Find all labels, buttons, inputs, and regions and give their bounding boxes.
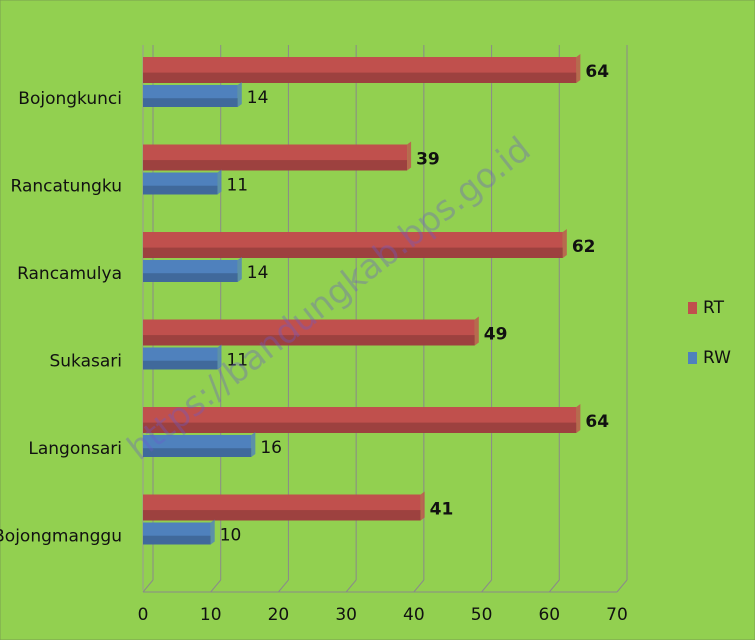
bar-end [237, 257, 242, 282]
bar-shade [143, 360, 218, 370]
x-tick-label: 0 [138, 605, 149, 625]
grid-line-depth [345, 579, 357, 593]
bar-shade [143, 160, 408, 171]
bar [143, 172, 218, 195]
bar-shade [143, 273, 238, 282]
bar [143, 407, 577, 433]
plot: 0 10 20 30 40 50 60 70 Bojongkunci 64 14 Rancatungk… [0, 45, 731, 625]
legend-swatch [688, 352, 697, 364]
x-tick-label: 70 [606, 605, 628, 625]
bar-end [562, 229, 567, 258]
bar-shade [143, 422, 577, 433]
bar-end [576, 404, 581, 433]
bar [143, 319, 475, 346]
x-tick-label: 20 [268, 605, 290, 625]
bar [143, 347, 218, 370]
x-tick-label: 10 [200, 605, 222, 625]
data-label: 64 [585, 412, 609, 432]
bar-end [576, 54, 581, 83]
bar [143, 435, 252, 457]
x-tick-label: 50 [471, 605, 493, 625]
data-label: 49 [484, 325, 508, 345]
y-tick-label: Langonsari [28, 439, 122, 459]
y-tick-label: Bojongkunci [18, 89, 122, 109]
data-label: 39 [416, 150, 440, 170]
bar-shade [143, 535, 211, 545]
data-label: 16 [260, 438, 282, 458]
bar-end [251, 432, 256, 457]
bar [143, 85, 238, 107]
data-label: 64 [585, 62, 609, 82]
bar-end [210, 519, 215, 545]
y-tick-label: Bojongmanggu [0, 526, 122, 546]
bar-shade [143, 247, 563, 258]
grid-line-depth [210, 579, 222, 593]
data-label: 11 [226, 351, 248, 371]
grid-line-depth [548, 579, 560, 593]
bar-end [407, 141, 412, 171]
bar [143, 494, 421, 521]
bar [143, 260, 238, 282]
bar [143, 232, 563, 258]
data-label: 11 [226, 176, 248, 196]
bar-shade [143, 510, 421, 521]
grid-line-depth [616, 579, 628, 593]
legend-label: RW [703, 348, 731, 368]
legend-swatch [688, 302, 697, 314]
bar-end [420, 491, 425, 521]
bar [143, 144, 408, 171]
data-label: 14 [247, 263, 269, 283]
grid-line-depth [278, 579, 289, 593]
bar-end [474, 316, 479, 346]
data-label: 41 [430, 500, 454, 520]
bar-shade [143, 72, 577, 83]
data-label: 10 [220, 526, 242, 546]
bar-shade [143, 448, 252, 457]
y-tick-label: Rancatungku [11, 176, 123, 196]
x-tick-label: 30 [335, 605, 357, 625]
bar-shade [143, 335, 475, 346]
grid-line-depth [142, 579, 154, 593]
bar-end [217, 169, 222, 195]
grid-line-depth [413, 579, 425, 593]
bar-shade [143, 185, 218, 195]
x-tick-label: 40 [403, 605, 425, 625]
bar [143, 57, 577, 83]
y-tick-label: Rancamulya [17, 264, 122, 284]
x-tick-label: 60 [538, 605, 560, 625]
bar-end [217, 344, 222, 370]
legend-label: RT [703, 298, 725, 318]
bar [143, 522, 211, 545]
grid-line-depth [481, 579, 492, 593]
bar-end [237, 82, 242, 107]
data-label: 62 [572, 237, 596, 257]
data-label: 14 [247, 88, 269, 108]
bar-shade [143, 98, 238, 107]
y-tick-label: Sukasari [49, 351, 122, 371]
